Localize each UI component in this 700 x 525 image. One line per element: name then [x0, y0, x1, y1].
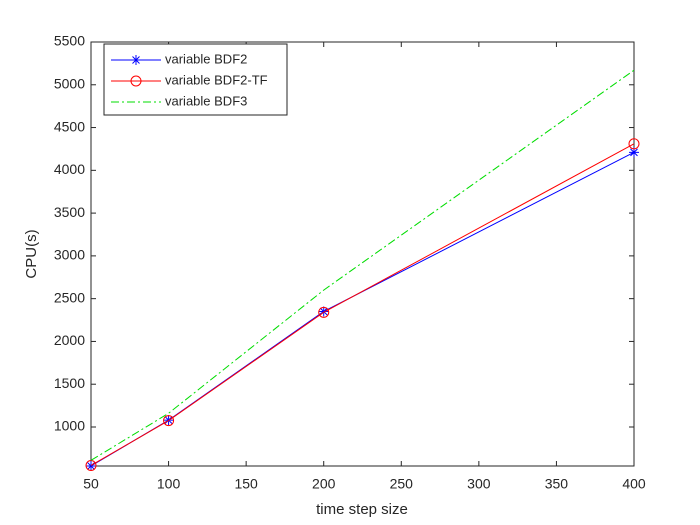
- y-tick-label: 4500: [54, 118, 85, 134]
- y-tick-label: 2000: [54, 332, 85, 348]
- y-tick-label: 1500: [54, 375, 85, 391]
- x-tick-label: 400: [622, 476, 646, 492]
- x-tick-label: 100: [157, 476, 181, 492]
- marker: [85, 459, 97, 471]
- marker: [163, 415, 175, 427]
- x-tick-label: 150: [234, 476, 258, 492]
- x-tick-label: 200: [312, 476, 336, 492]
- y-tick-label: 5000: [54, 75, 85, 91]
- y-tick-label: 4000: [54, 161, 85, 177]
- marker: [628, 138, 640, 150]
- y-axis-label: CPU(s): [23, 229, 40, 278]
- legend-label: variable BDF3: [165, 93, 247, 108]
- x-axis-label: time step size: [316, 501, 408, 518]
- legend-box: [103, 43, 288, 116]
- y-tick-label: 2500: [54, 289, 85, 305]
- y-tick-label: 3000: [54, 247, 85, 263]
- y-tick-label: 3500: [54, 204, 85, 220]
- legend-marker: [130, 75, 142, 87]
- marker: [318, 306, 330, 318]
- y-tick-label: 1000: [54, 418, 85, 434]
- x-tick-label: 50: [83, 476, 99, 492]
- legend-marker: [131, 55, 141, 65]
- x-tick-label: 350: [545, 476, 569, 492]
- marker: [86, 461, 96, 471]
- y-tick-label: 5500: [54, 33, 85, 49]
- legend-label: variable BDF2: [165, 51, 247, 66]
- series-line: [90, 143, 635, 466]
- x-tick-label: 300: [467, 476, 491, 492]
- legend-label: variable BDF2-TF: [165, 72, 268, 87]
- x-tick-label: 250: [390, 476, 414, 492]
